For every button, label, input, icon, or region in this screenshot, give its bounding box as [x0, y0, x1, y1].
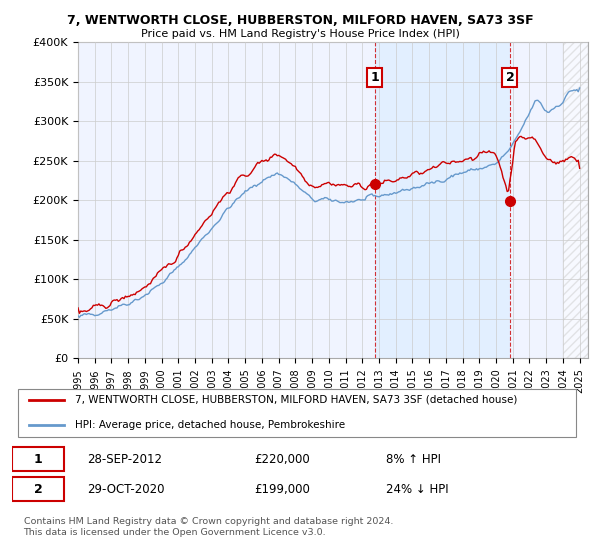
- Text: 7, WENTWORTH CLOSE, HUBBERSTON, MILFORD HAVEN, SA73 3SF: 7, WENTWORTH CLOSE, HUBBERSTON, MILFORD …: [67, 14, 533, 27]
- FancyBboxPatch shape: [18, 389, 577, 437]
- Bar: [563, 42, 588, 358]
- Text: 2: 2: [506, 71, 514, 84]
- Text: 1: 1: [370, 71, 379, 84]
- Text: £199,000: £199,000: [254, 483, 310, 496]
- Text: 24% ↓ HPI: 24% ↓ HPI: [386, 483, 449, 496]
- FancyBboxPatch shape: [12, 477, 64, 501]
- Text: HPI: Average price, detached house, Pembrokeshire: HPI: Average price, detached house, Pemb…: [76, 419, 346, 430]
- Text: £220,000: £220,000: [254, 452, 310, 466]
- Text: Contains HM Land Registry data © Crown copyright and database right 2024.
This d: Contains HM Land Registry data © Crown c…: [23, 517, 393, 536]
- Text: 7, WENTWORTH CLOSE, HUBBERSTON, MILFORD HAVEN, SA73 3SF (detached house): 7, WENTWORTH CLOSE, HUBBERSTON, MILFORD …: [76, 395, 518, 405]
- Text: 1: 1: [34, 452, 42, 466]
- Text: 2: 2: [34, 483, 42, 496]
- Text: 8% ↑ HPI: 8% ↑ HPI: [386, 452, 442, 466]
- FancyBboxPatch shape: [12, 447, 64, 471]
- Bar: [375, 42, 510, 358]
- Text: Price paid vs. HM Land Registry's House Price Index (HPI): Price paid vs. HM Land Registry's House …: [140, 29, 460, 39]
- Text: 29-OCT-2020: 29-OCT-2020: [87, 483, 164, 496]
- Text: 28-SEP-2012: 28-SEP-2012: [87, 452, 162, 466]
